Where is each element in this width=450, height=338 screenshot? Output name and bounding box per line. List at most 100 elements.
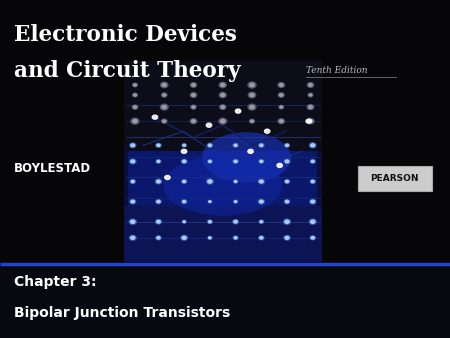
Circle shape — [311, 160, 314, 163]
Circle shape — [234, 144, 237, 146]
Circle shape — [130, 143, 136, 148]
Circle shape — [310, 160, 315, 163]
Circle shape — [265, 129, 270, 133]
Circle shape — [155, 219, 162, 224]
Circle shape — [279, 120, 283, 122]
Circle shape — [191, 105, 196, 109]
Circle shape — [157, 144, 160, 146]
Circle shape — [131, 180, 135, 183]
Circle shape — [220, 120, 225, 123]
Circle shape — [130, 159, 136, 164]
Circle shape — [260, 200, 263, 203]
Circle shape — [131, 144, 135, 147]
Bar — [124, 206, 322, 262]
Circle shape — [233, 236, 238, 240]
Circle shape — [233, 160, 238, 163]
Bar — [124, 61, 322, 262]
Circle shape — [308, 93, 313, 97]
Circle shape — [129, 219, 136, 224]
Circle shape — [259, 220, 264, 223]
Circle shape — [208, 144, 212, 146]
Circle shape — [163, 120, 166, 122]
Circle shape — [219, 82, 226, 88]
Circle shape — [209, 201, 211, 202]
Circle shape — [306, 119, 311, 123]
Circle shape — [278, 119, 284, 124]
Circle shape — [311, 180, 314, 183]
Circle shape — [310, 179, 315, 184]
Ellipse shape — [202, 132, 291, 183]
Circle shape — [134, 84, 136, 86]
Circle shape — [183, 160, 186, 163]
Circle shape — [156, 143, 161, 147]
Circle shape — [260, 180, 263, 183]
Circle shape — [221, 94, 225, 96]
Circle shape — [250, 94, 254, 97]
Circle shape — [130, 179, 135, 184]
Circle shape — [209, 237, 211, 239]
Circle shape — [130, 235, 136, 240]
Circle shape — [206, 123, 211, 127]
Circle shape — [156, 199, 161, 204]
Circle shape — [234, 180, 237, 183]
Circle shape — [157, 160, 160, 163]
Text: Bipolar Junction Transistors: Bipolar Junction Transistors — [14, 306, 230, 320]
Circle shape — [131, 236, 135, 239]
Circle shape — [208, 200, 211, 203]
Circle shape — [307, 104, 314, 110]
Circle shape — [220, 105, 226, 110]
Circle shape — [162, 119, 167, 123]
Circle shape — [284, 236, 290, 240]
Circle shape — [221, 83, 225, 87]
Circle shape — [219, 92, 226, 98]
Circle shape — [277, 163, 283, 167]
Circle shape — [249, 119, 255, 123]
Text: and Circuit Theory: and Circuit Theory — [14, 60, 240, 82]
Circle shape — [279, 105, 284, 109]
Text: BOYLESTAD: BOYLESTAD — [14, 163, 90, 175]
Circle shape — [310, 199, 316, 204]
Circle shape — [181, 235, 188, 240]
Circle shape — [162, 83, 166, 87]
Circle shape — [133, 93, 137, 97]
Circle shape — [248, 92, 256, 98]
Circle shape — [208, 236, 212, 239]
Circle shape — [284, 219, 291, 224]
Circle shape — [130, 199, 136, 204]
Circle shape — [258, 199, 265, 204]
Bar — [0, 0, 450, 264]
Circle shape — [131, 160, 135, 163]
Circle shape — [208, 221, 212, 223]
Circle shape — [157, 237, 160, 239]
Circle shape — [279, 94, 283, 96]
Text: Tenth Edition: Tenth Edition — [306, 67, 368, 75]
Circle shape — [248, 82, 256, 88]
Circle shape — [221, 106, 225, 108]
Circle shape — [133, 120, 137, 123]
Bar — [124, 61, 322, 151]
Circle shape — [157, 220, 160, 223]
Bar — [0, 264, 450, 338]
Circle shape — [258, 179, 265, 184]
Circle shape — [234, 160, 237, 163]
Circle shape — [162, 93, 167, 97]
Circle shape — [259, 236, 264, 240]
Circle shape — [286, 144, 288, 146]
Circle shape — [235, 109, 241, 113]
Circle shape — [233, 143, 238, 147]
Circle shape — [285, 200, 289, 203]
Circle shape — [311, 200, 315, 203]
Circle shape — [207, 220, 212, 223]
Circle shape — [219, 118, 227, 124]
Circle shape — [182, 236, 186, 239]
Circle shape — [155, 179, 162, 184]
Circle shape — [207, 179, 213, 184]
Circle shape — [134, 94, 136, 96]
Circle shape — [285, 236, 289, 239]
Circle shape — [309, 219, 316, 224]
Circle shape — [311, 144, 315, 147]
Circle shape — [309, 106, 312, 108]
Circle shape — [311, 237, 315, 239]
Circle shape — [260, 160, 263, 163]
Circle shape — [192, 94, 195, 96]
